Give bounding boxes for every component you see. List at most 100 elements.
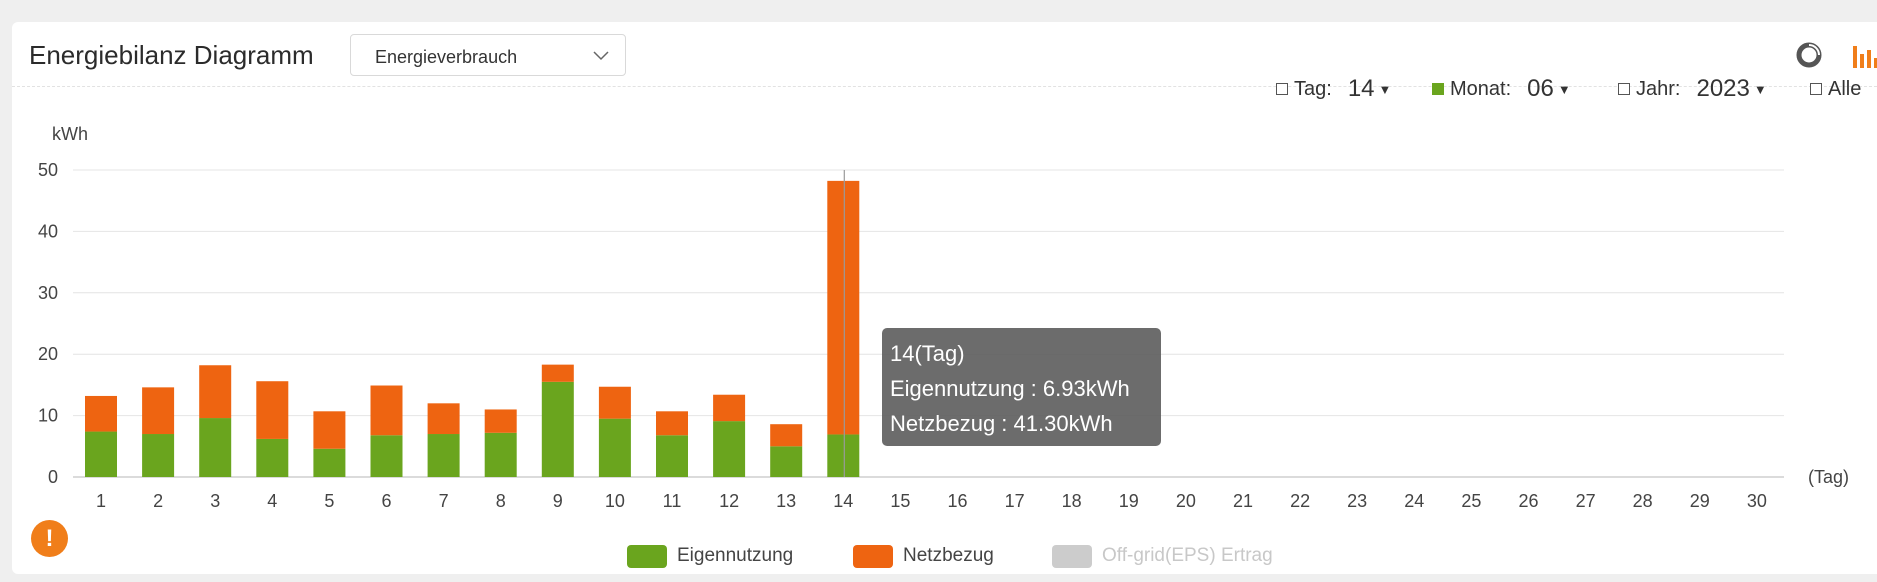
legend-label: Off-grid(EPS) Ertrag bbox=[1102, 545, 1273, 566]
caret-down-icon: ▼ bbox=[1557, 81, 1571, 97]
filter-tag-checkbox[interactable] bbox=[1276, 83, 1288, 95]
filter-monat[interactable]: Monat: 06 ▼ bbox=[1432, 74, 1571, 104]
card-header: Energiebilanz Diagramm Energieverbrauch bbox=[12, 22, 1877, 87]
bar-eigennutzung[interactable] bbox=[370, 435, 403, 477]
filter-jahr-checkbox[interactable] bbox=[1618, 83, 1630, 95]
bar-netzbezug[interactable] bbox=[142, 387, 175, 435]
x-tick-label: 29 bbox=[1690, 491, 1710, 511]
legend-swatch bbox=[1052, 544, 1092, 568]
bar-eigennutzung[interactable] bbox=[541, 381, 574, 477]
x-tick-label: 2 bbox=[153, 491, 163, 511]
filter-alle[interactable]: Alle bbox=[1810, 74, 1861, 104]
bars bbox=[85, 170, 860, 477]
x-tick-label: 6 bbox=[381, 491, 391, 511]
filter-jahr-value[interactable]: 2023 bbox=[1696, 75, 1750, 102]
x-tick-label: 14 bbox=[833, 491, 853, 511]
metric-dropdown-value: Energieverbrauch bbox=[375, 47, 518, 67]
y-tick-label: 30 bbox=[38, 283, 58, 303]
page-title: Energiebilanz Diagramm bbox=[29, 40, 314, 70]
bar-eigennutzung[interactable] bbox=[770, 446, 803, 477]
bar-eigennutzung[interactable] bbox=[142, 434, 175, 477]
tooltip-eigennutzung: Eigennutzung : 6.93kWh bbox=[890, 376, 1130, 401]
x-tick-label: 9 bbox=[553, 491, 563, 511]
filter-monat-checkbox[interactable] bbox=[1432, 83, 1444, 95]
x-tick-label: 4 bbox=[267, 491, 277, 511]
bar-netzbezug[interactable] bbox=[256, 381, 289, 439]
date-filter-bar: Tag: 14 ▼ Monat: 06 ▼ Jahr: 2023 ▼ Alle bbox=[1262, 74, 1877, 104]
tooltip-title: 14(Tag) bbox=[890, 341, 965, 366]
x-tick-label: 15 bbox=[890, 491, 910, 511]
caret-down-icon: ▼ bbox=[1378, 81, 1392, 97]
x-tick-label: 27 bbox=[1576, 491, 1596, 511]
x-tick-label: 7 bbox=[439, 491, 449, 511]
filter-alle-label: Alle bbox=[1828, 77, 1862, 100]
legend-swatch bbox=[853, 544, 893, 568]
x-tick-label: 11 bbox=[663, 491, 682, 511]
x-tick-label: 25 bbox=[1461, 491, 1481, 511]
bar-eigennutzung[interactable] bbox=[313, 448, 346, 477]
tooltip-netzbezug: Netzbezug : 41.30kWh bbox=[890, 411, 1113, 436]
y-tick-label: 10 bbox=[38, 406, 58, 426]
x-tick-label: 5 bbox=[324, 491, 334, 511]
chart-legend: Eigennutzung Netzbezug Off-grid(EPS) Ert… bbox=[0, 540, 1877, 572]
x-tick-label: 26 bbox=[1518, 491, 1538, 511]
y-tick-label: 40 bbox=[38, 221, 58, 241]
bar-eigennutzung[interactable] bbox=[484, 432, 517, 477]
filter-monat-label: Monat: bbox=[1450, 77, 1512, 100]
bar-eigennutzung[interactable] bbox=[598, 418, 631, 477]
x-tick-label: 24 bbox=[1404, 491, 1424, 511]
bar-netzbezug[interactable] bbox=[656, 411, 688, 436]
y-tick-label: 50 bbox=[38, 160, 58, 180]
bar-netzbezug[interactable] bbox=[713, 394, 746, 422]
bar-netzbezug[interactable] bbox=[770, 424, 803, 447]
filter-monat-value[interactable]: 06 bbox=[1527, 75, 1554, 102]
filter-jahr-label: Jahr: bbox=[1636, 77, 1681, 100]
x-tick-label: 19 bbox=[1119, 491, 1139, 511]
metric-dropdown[interactable]: Energieverbrauch bbox=[350, 34, 626, 76]
bar-netzbezug[interactable] bbox=[827, 180, 860, 435]
bar-eigennutzung[interactable] bbox=[199, 418, 232, 477]
legend-item-netzbezug[interactable]: Netzbezug bbox=[853, 540, 994, 572]
filter-tag-value[interactable]: 14 bbox=[1347, 75, 1375, 102]
energy-balance-card: Energiebilanz Diagramm Energieverbrauch bbox=[12, 22, 1877, 574]
x-tick-label: 22 bbox=[1290, 491, 1310, 511]
bar-netzbezug[interactable] bbox=[598, 386, 631, 419]
bar-netzbezug[interactable] bbox=[370, 385, 403, 436]
bar-eigennutzung[interactable] bbox=[713, 421, 746, 477]
bar-netzbezug[interactable] bbox=[85, 395, 117, 432]
bar-eigennutzung[interactable] bbox=[256, 438, 289, 477]
chart-tooltip: 14(Tag) Eigennutzung : 6.93kWh Netzbezug… bbox=[882, 328, 1161, 446]
x-tick-label: 12 bbox=[719, 491, 739, 511]
legend-swatch bbox=[627, 544, 667, 568]
warning-icon[interactable]: ! bbox=[31, 520, 68, 557]
bar-netzbezug[interactable] bbox=[427, 403, 460, 435]
x-tick-label: 8 bbox=[496, 491, 506, 511]
caret-down-icon: ▼ bbox=[1753, 81, 1767, 97]
bar-eigennutzung[interactable] bbox=[85, 431, 117, 477]
legend-item-off-grid[interactable]: Off-grid(EPS) Ertrag bbox=[1052, 540, 1273, 572]
x-tick-label: 18 bbox=[1062, 491, 1082, 511]
y-axis-unit: kWh bbox=[52, 124, 88, 144]
bar-eigennutzung[interactable] bbox=[656, 435, 688, 477]
bar-eigennutzung[interactable] bbox=[827, 434, 860, 477]
donut-chart-icon[interactable] bbox=[1794, 40, 1824, 70]
bar-chart-icon[interactable] bbox=[1850, 40, 1877, 70]
bar-netzbezug[interactable] bbox=[199, 365, 232, 419]
x-tick-label: 30 bbox=[1747, 491, 1767, 511]
x-tick-label: 23 bbox=[1347, 491, 1367, 511]
legend-label: Eigennutzung bbox=[677, 545, 794, 566]
x-tick-label: 28 bbox=[1633, 491, 1653, 511]
legend-label: Netzbezug bbox=[903, 545, 994, 566]
x-tick-label: 10 bbox=[605, 491, 625, 511]
bar-eigennutzung[interactable] bbox=[427, 434, 460, 477]
bar-netzbezug[interactable] bbox=[313, 411, 346, 449]
bar-netzbezug[interactable] bbox=[484, 409, 517, 433]
filter-jahr[interactable]: Jahr: 2023 ▼ bbox=[1618, 74, 1767, 104]
filter-tag[interactable]: Tag: 14 ▼ bbox=[1276, 74, 1391, 104]
x-tick-label: 17 bbox=[1005, 491, 1025, 511]
legend-item-eigennutzung[interactable]: Eigennutzung bbox=[627, 540, 793, 572]
filter-alle-checkbox[interactable] bbox=[1810, 83, 1822, 95]
x-axis-unit: (Tag) bbox=[1808, 467, 1849, 487]
bar-netzbezug[interactable] bbox=[541, 364, 574, 382]
